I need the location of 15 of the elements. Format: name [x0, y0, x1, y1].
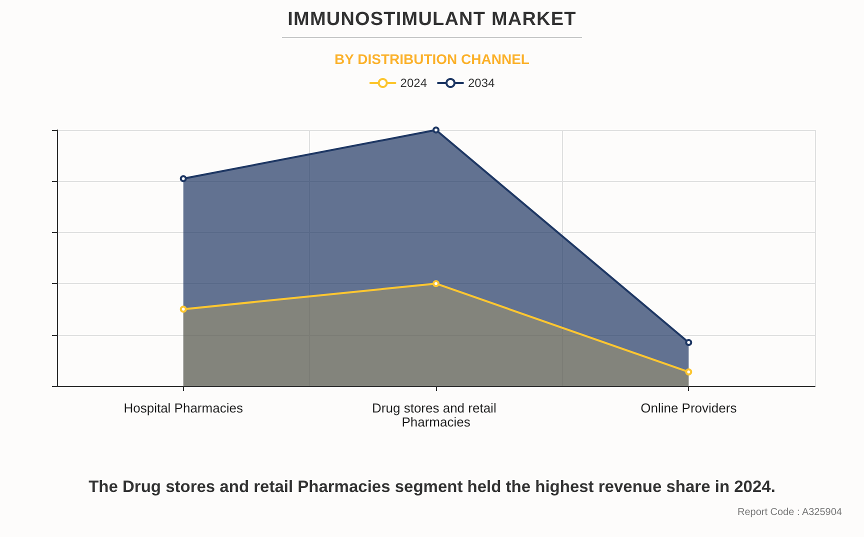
- point: [180, 175, 187, 182]
- point: [685, 368, 692, 376]
- chart-title: IMMUNOSTIMULANT MARKET: [286, 9, 578, 31]
- x-tick-label: Online Providers: [640, 400, 738, 416]
- text: Report Code : A325904: [737, 507, 842, 518]
- legend-label: 2034: [468, 76, 496, 90]
- chart-subtitle: BY DISTRIBUTION CHANNEL: [334, 51, 530, 67]
- x-tick-label: Drug stores and retail Pharmacies: [372, 400, 500, 430]
- point: [432, 280, 440, 288]
- text: The Drug stores and retail Pharmacies segment held the highest revenue share in 2024.: [88, 478, 776, 497]
- point: [180, 306, 187, 313]
- point: [432, 126, 440, 134]
- point: [685, 338, 692, 346]
- x-tick-label: Hospital Pharmacies: [124, 400, 244, 416]
- legend-label: 2024: [400, 76, 428, 90]
